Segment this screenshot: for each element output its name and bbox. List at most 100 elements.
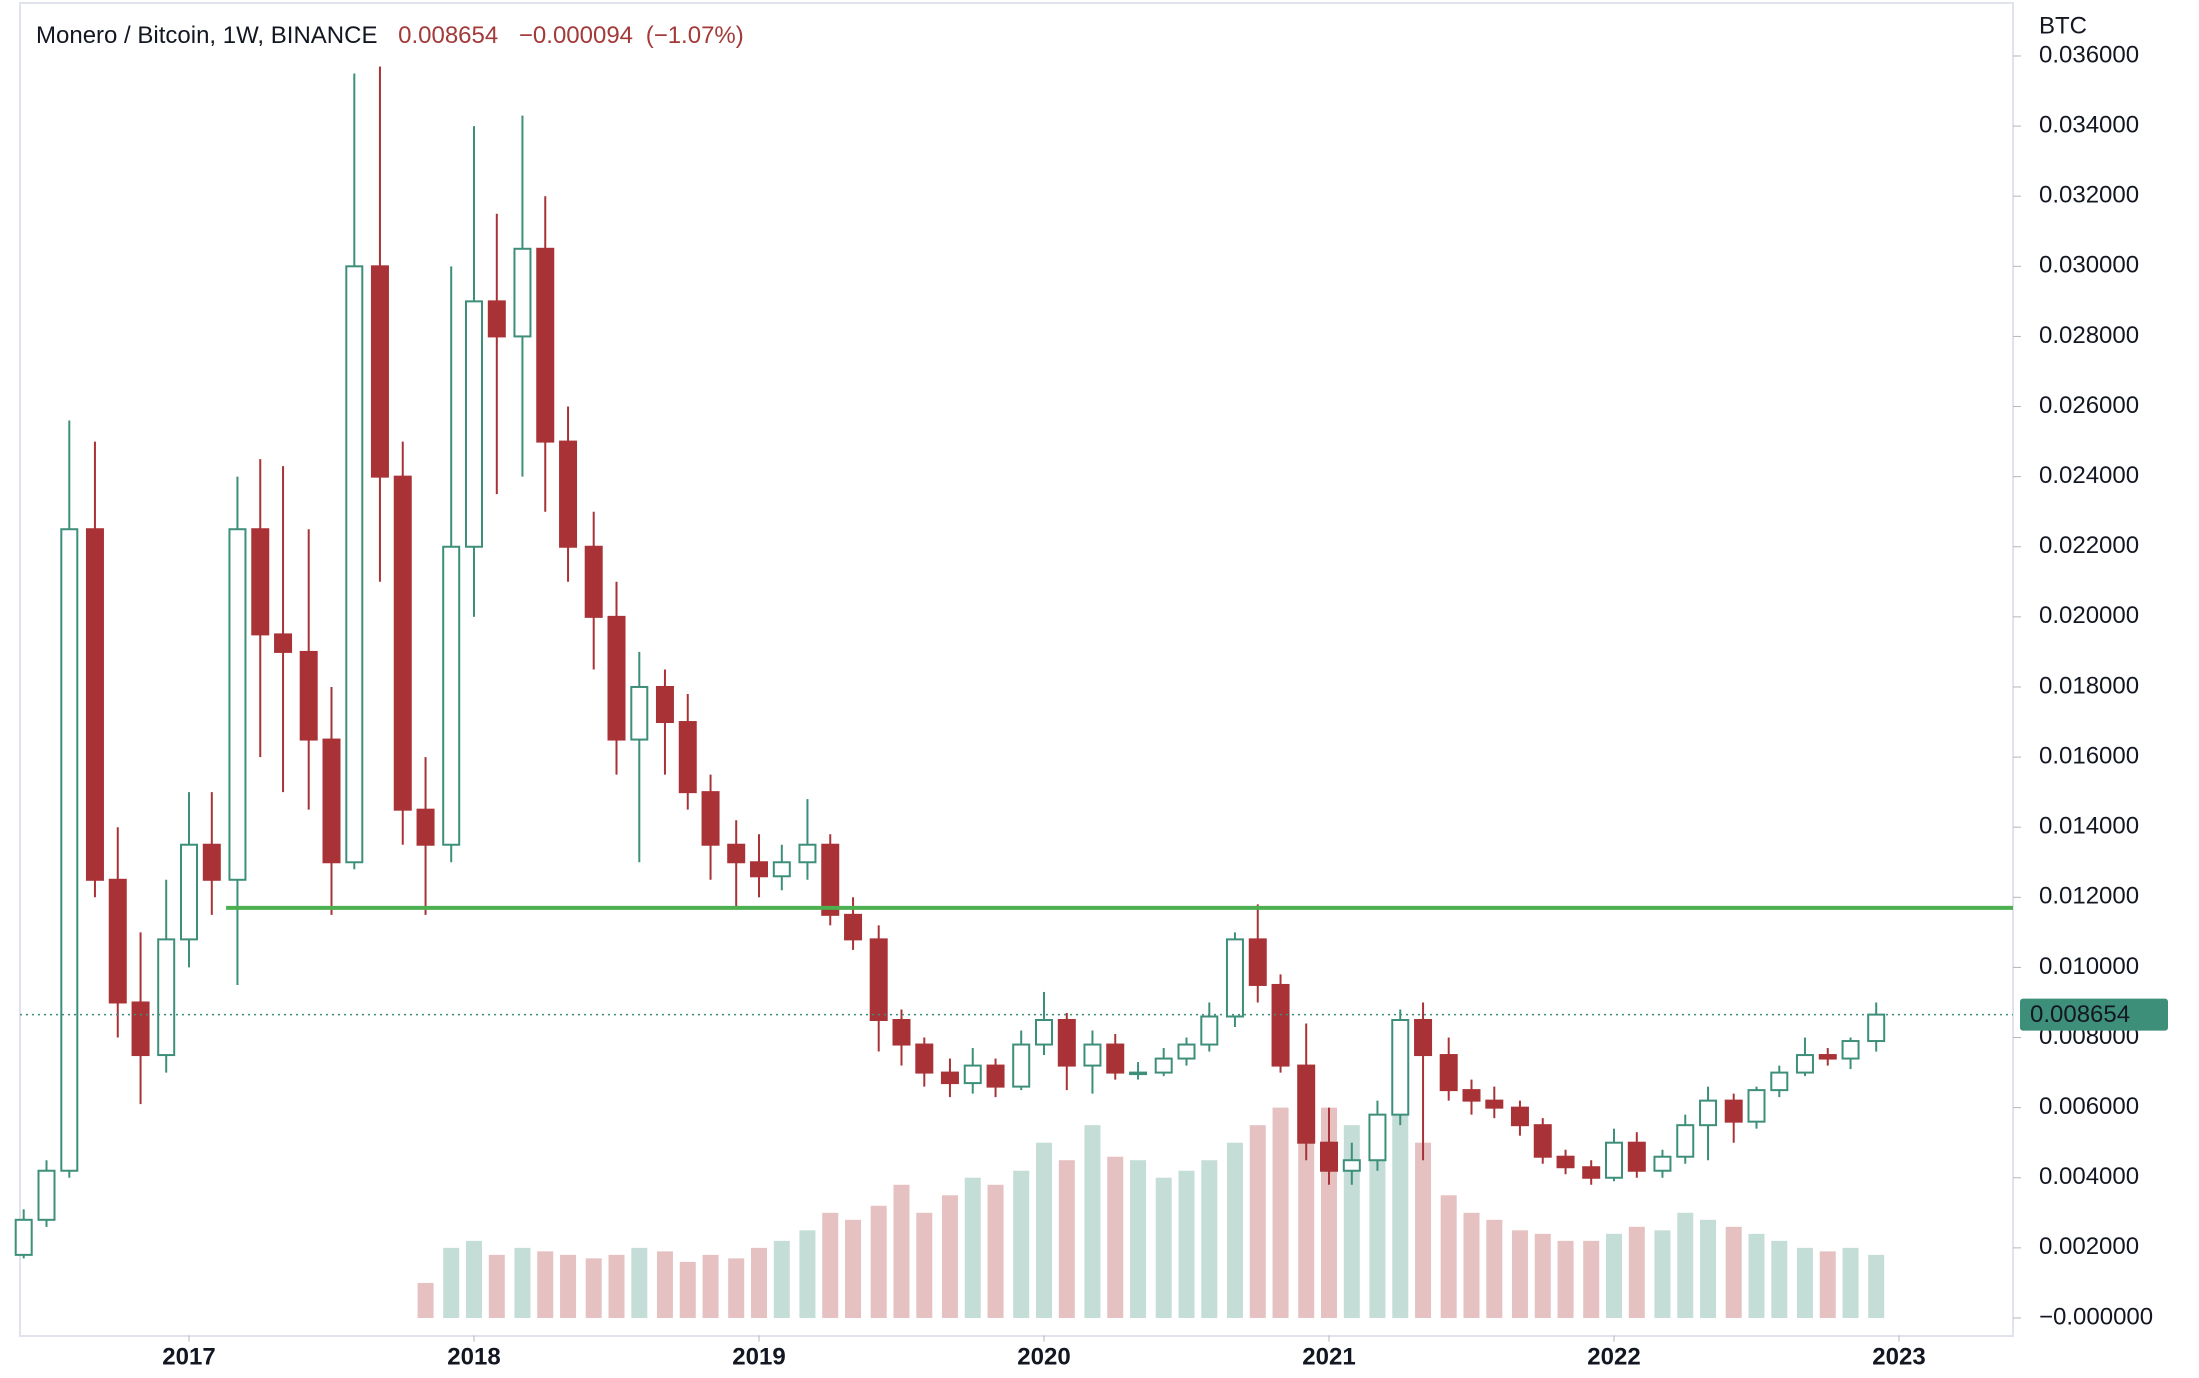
y-tick-label: 0.022000 bbox=[2039, 532, 2139, 559]
y-tick-label: 0.026000 bbox=[2039, 392, 2139, 419]
volume-bar bbox=[1013, 1170, 1030, 1318]
x-tick-label: 2017 bbox=[162, 1343, 215, 1370]
candle-body bbox=[1653, 1155, 1672, 1172]
candle-body bbox=[1462, 1089, 1481, 1102]
x-tick-label: 2018 bbox=[447, 1343, 500, 1370]
y-tick-label: 0.002000 bbox=[2039, 1233, 2139, 1260]
volume-bar bbox=[964, 1177, 981, 1318]
volume-bar bbox=[1415, 1142, 1432, 1318]
candle-body bbox=[844, 913, 863, 941]
candle-body bbox=[727, 843, 746, 864]
volume-bar bbox=[773, 1240, 790, 1318]
volume-bar bbox=[679, 1261, 696, 1318]
volume-bar bbox=[1084, 1125, 1101, 1318]
volume-bar bbox=[608, 1254, 625, 1318]
volume-bar bbox=[1511, 1230, 1528, 1318]
candle-body bbox=[1795, 1054, 1814, 1074]
candle-body bbox=[630, 685, 649, 741]
candle-body bbox=[299, 650, 318, 741]
volume-bar bbox=[1654, 1230, 1671, 1318]
candle-body bbox=[108, 878, 127, 1004]
candle-body bbox=[202, 843, 221, 881]
candle-body bbox=[821, 843, 840, 916]
candle-body bbox=[559, 440, 578, 548]
volume-bar bbox=[1201, 1160, 1218, 1318]
candle-body bbox=[487, 300, 506, 338]
plot-frame bbox=[19, 2, 2014, 1337]
candle-body bbox=[892, 1019, 911, 1046]
candle-body bbox=[750, 861, 769, 878]
last-price: 0.008654 bbox=[398, 22, 498, 49]
candle-body bbox=[1699, 1099, 1718, 1127]
candle-body bbox=[1605, 1141, 1624, 1179]
candle-body bbox=[14, 1218, 33, 1256]
candle-body bbox=[1627, 1141, 1646, 1172]
volume-bar bbox=[443, 1247, 460, 1318]
x-tick-label: 2023 bbox=[1872, 1343, 1925, 1370]
volume-bar bbox=[1486, 1219, 1503, 1318]
candle-body bbox=[322, 738, 341, 864]
candle-body bbox=[1582, 1166, 1601, 1179]
candle-body bbox=[1439, 1054, 1458, 1092]
candle-body bbox=[1342, 1159, 1361, 1172]
chart-title: Monero / Bitcoin, 1W, BINANCE bbox=[36, 22, 377, 49]
volume-bar bbox=[1557, 1240, 1574, 1318]
volume-bar bbox=[1369, 1114, 1386, 1318]
candle-body bbox=[655, 685, 674, 724]
volume-bar bbox=[1298, 1090, 1315, 1318]
candle-body bbox=[1035, 1019, 1054, 1046]
volume-bar bbox=[1796, 1247, 1813, 1318]
candle-body bbox=[442, 545, 461, 846]
candle-body bbox=[251, 528, 270, 636]
volume-bar bbox=[1606, 1233, 1623, 1318]
volume-bar bbox=[1107, 1156, 1124, 1318]
volume-bar bbox=[1677, 1212, 1694, 1318]
y-tick-label: 0.016000 bbox=[2039, 742, 2139, 769]
candle-body bbox=[1129, 1071, 1148, 1076]
candle-body bbox=[1841, 1040, 1860, 1060]
candle-body bbox=[1747, 1089, 1766, 1123]
candle-body bbox=[228, 528, 247, 881]
volume-bar bbox=[1583, 1240, 1600, 1318]
candle-body bbox=[1320, 1141, 1339, 1172]
volume-bar bbox=[1249, 1125, 1266, 1318]
volume-bar bbox=[1058, 1160, 1075, 1318]
volume-bar bbox=[1392, 1100, 1409, 1318]
volume-bar bbox=[702, 1254, 719, 1318]
y-tick-label: −0.000000 bbox=[2039, 1303, 2153, 1330]
y-tick-label: 0.004000 bbox=[2039, 1163, 2139, 1190]
y-tick-label: 0.020000 bbox=[2039, 602, 2139, 629]
candle-body bbox=[1391, 1019, 1410, 1116]
volume-bar bbox=[1771, 1240, 1788, 1318]
volume-bar bbox=[1226, 1142, 1243, 1318]
volume-bar bbox=[987, 1184, 1004, 1318]
candle-body bbox=[1368, 1113, 1387, 1162]
candle-body bbox=[1248, 938, 1267, 986]
candle-body bbox=[1057, 1019, 1076, 1067]
volume-bar bbox=[1819, 1251, 1836, 1318]
y-tick-label: 0.028000 bbox=[2039, 322, 2139, 349]
price-change-pct: (−1.07%) bbox=[646, 22, 744, 49]
x-tick-label: 2019 bbox=[732, 1343, 785, 1370]
x-tick-label: 2020 bbox=[1017, 1343, 1070, 1370]
candle-body bbox=[1271, 983, 1290, 1067]
volume-bar bbox=[1440, 1195, 1457, 1318]
candle-body bbox=[1485, 1099, 1504, 1109]
volume-bar bbox=[466, 1240, 483, 1318]
y-tick-label: 0.012000 bbox=[2039, 883, 2139, 910]
candle-body bbox=[701, 791, 720, 846]
y-tick-label: 0.014000 bbox=[2039, 813, 2139, 840]
volume-bar bbox=[916, 1212, 933, 1318]
volume-bar bbox=[893, 1184, 910, 1318]
candle-body bbox=[1414, 1019, 1433, 1057]
x-tick-label: 2022 bbox=[1587, 1343, 1640, 1370]
candle-body bbox=[536, 247, 555, 443]
volume-bar bbox=[1036, 1142, 1053, 1318]
candle-body bbox=[607, 615, 626, 741]
candle-body bbox=[180, 843, 199, 941]
candle-body bbox=[678, 721, 697, 794]
y-tick-label: 0.036000 bbox=[2039, 41, 2139, 68]
volume-bar bbox=[941, 1195, 958, 1318]
volume-bar bbox=[537, 1251, 554, 1318]
candle-body bbox=[798, 843, 817, 864]
